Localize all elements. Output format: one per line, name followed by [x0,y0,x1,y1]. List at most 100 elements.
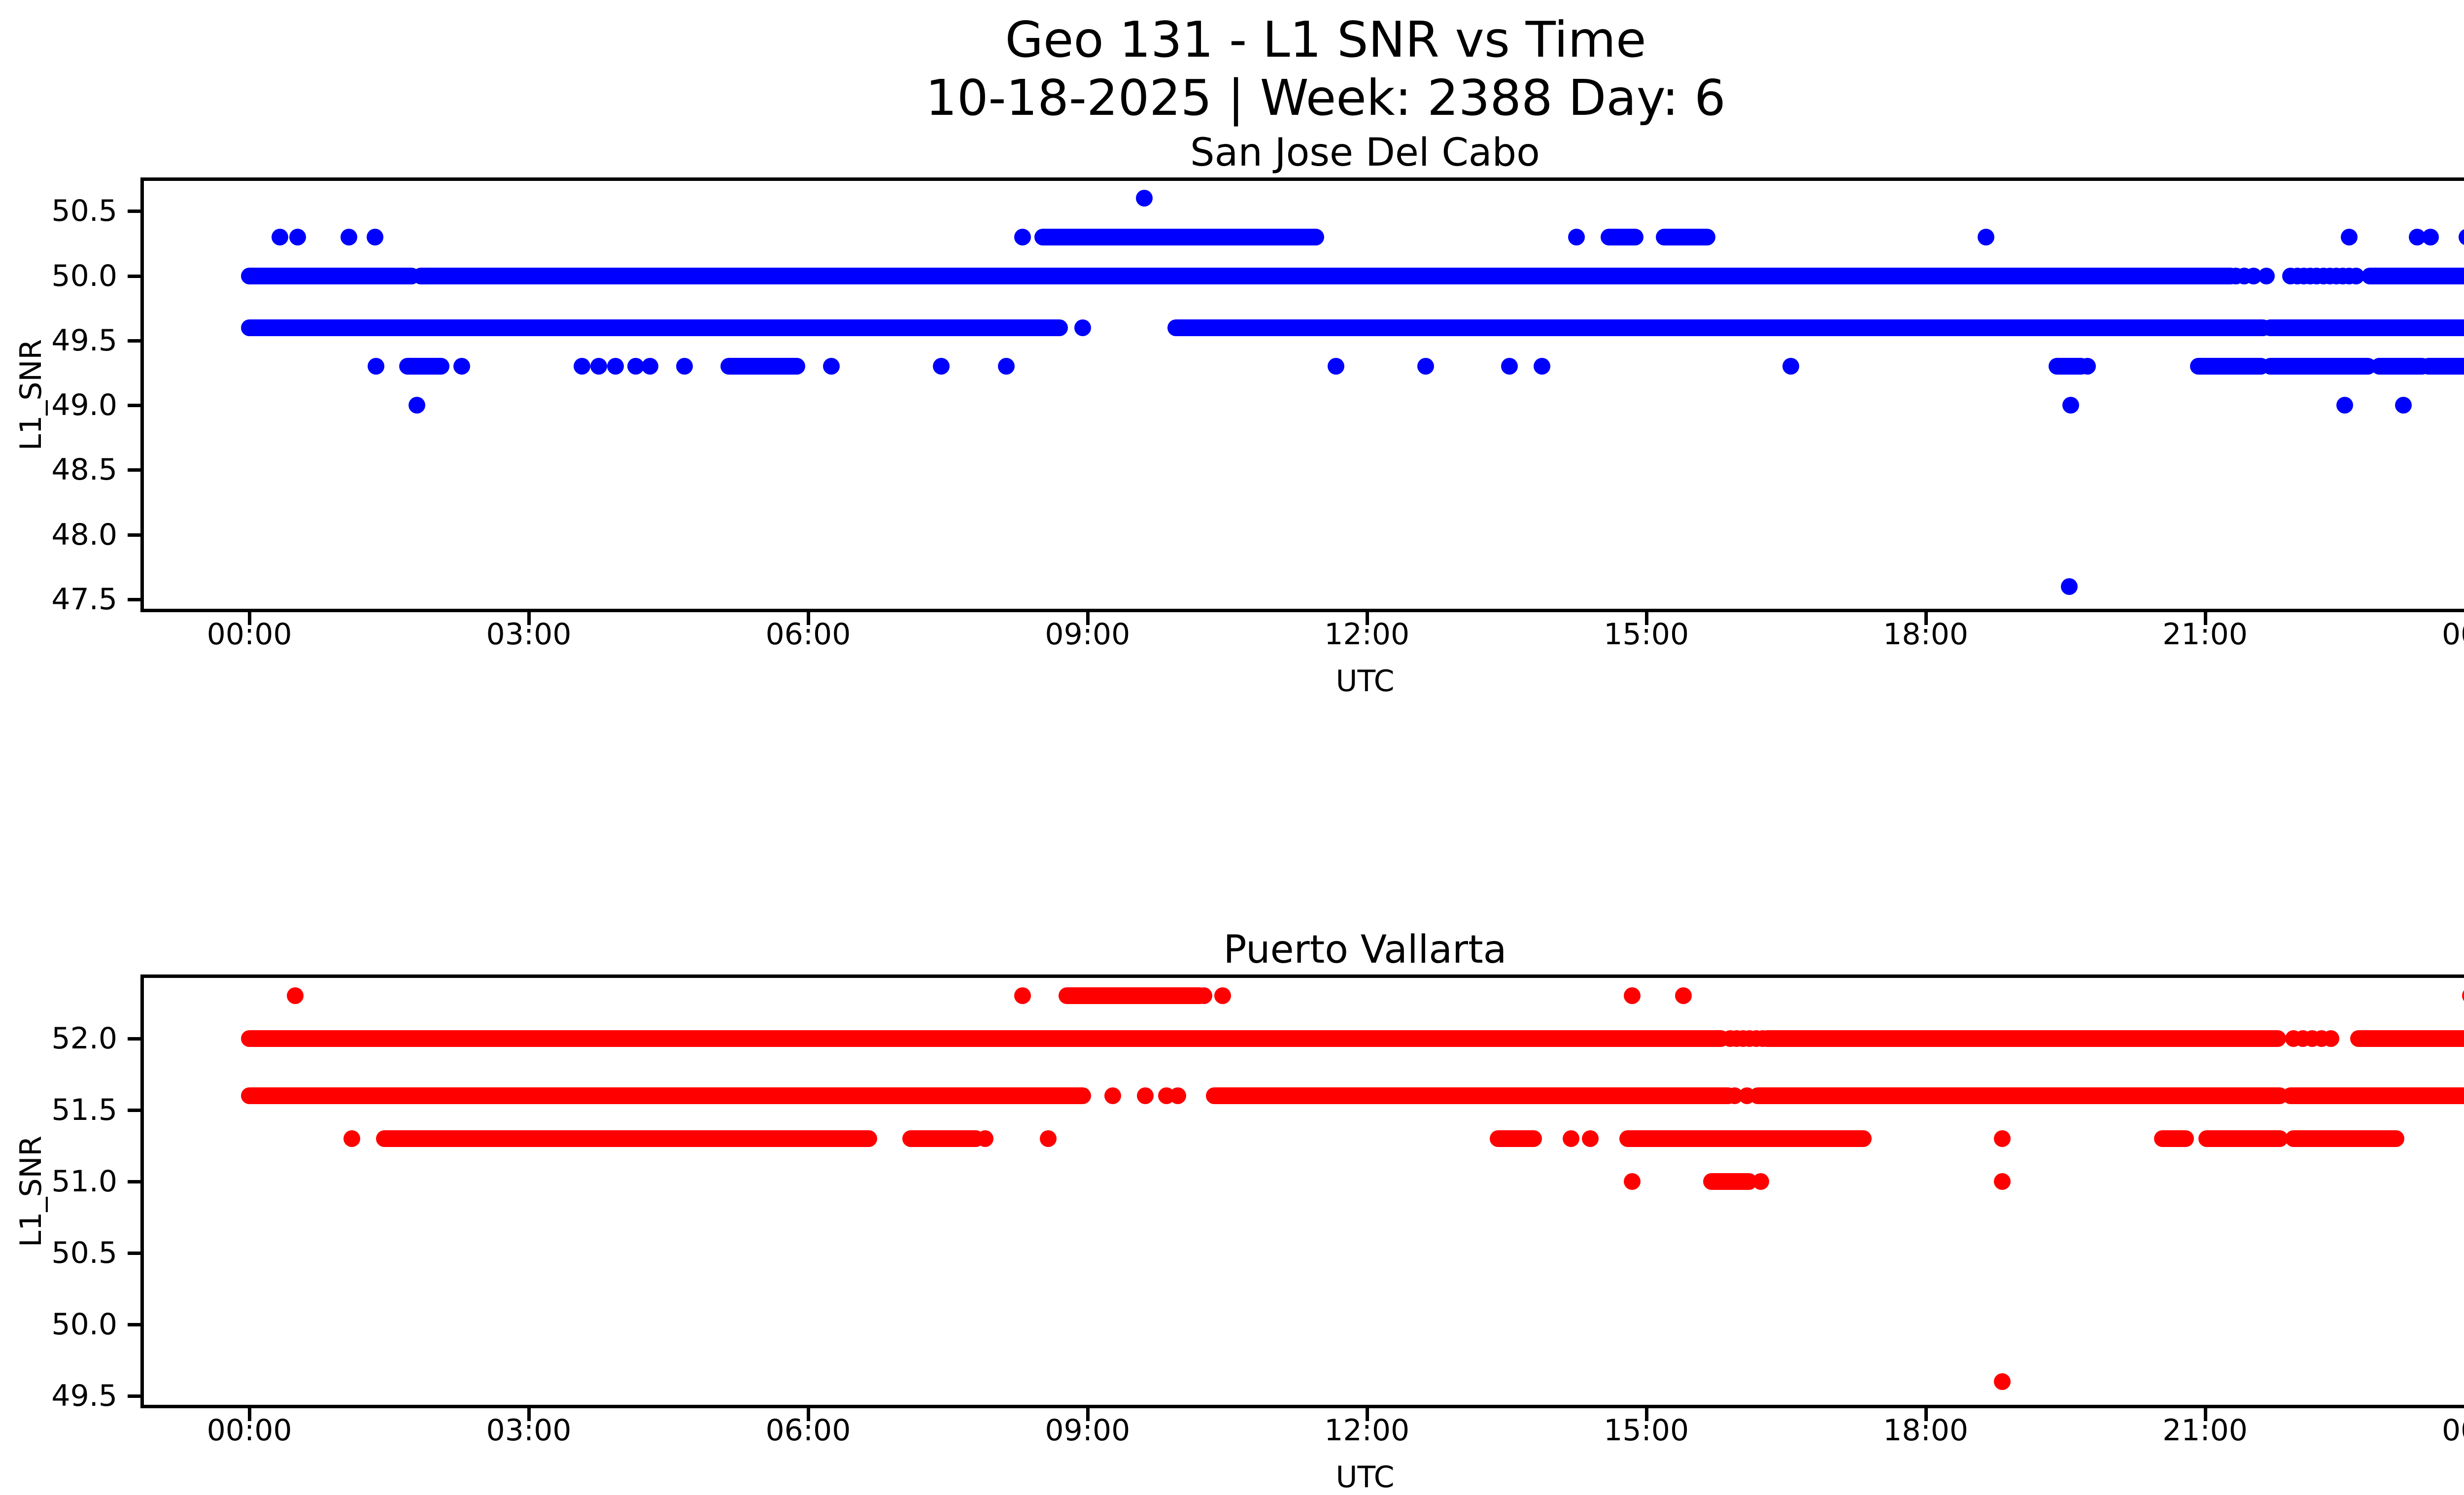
scatter-dot [1417,358,1434,375]
scatter-band [2361,267,2464,284]
scatter-band [1749,1087,2288,1104]
figure-title-line1: Geo 131 - L1 SNR vs Time [1005,11,1646,69]
scatter-band [2154,1130,2194,1147]
scatter-band [2350,1030,2464,1047]
scatter-dot [998,358,1015,375]
x-tick-label: 12:00 [1324,617,1410,652]
scatter-dot [2462,987,2464,1004]
scatter-dot [2258,267,2275,284]
scatter-dot [607,358,624,375]
y-tick-label: 52.0 [51,1021,117,1056]
scatter-band [2261,319,2464,336]
x-tick-label: 03:00 [486,617,572,652]
x-tick-label: 06:00 [765,1413,851,1448]
y-tick-mark [128,1394,140,1398]
x-tick-label: 12:00 [1324,1413,1410,1448]
x-tick-mark [527,612,531,625]
scatter-dot [1214,987,1231,1004]
x-tick-mark [1644,612,1648,625]
scatter-dot [2060,578,2078,595]
scatter-dot [1738,1087,1755,1104]
x-tick-mark [1924,1408,1928,1421]
scatter-band [1167,319,2271,336]
scatter-dot [2079,358,2096,375]
y-tick-mark [128,1108,140,1112]
scatter-band [241,267,420,284]
y-tick-label: 49.5 [51,323,117,358]
scatter-dot [1562,1130,1579,1147]
scatter-dot [368,358,385,375]
scatter-dot [272,228,289,245]
x-tick-label: 15:00 [1604,617,1689,652]
x-tick-label: 18:00 [1883,1413,1969,1448]
y-tick-label: 48.0 [51,517,117,552]
scatter-band [1601,228,1644,245]
x-tick-label: 00:00 [206,1413,292,1448]
scatter-band [720,358,806,375]
y-tick-mark [128,1252,140,1255]
x-tick-label: 09:00 [1045,1413,1130,1448]
scatter-band [241,1030,1729,1047]
scatter-band [1490,1130,1542,1147]
scatter-band [1759,1030,2286,1047]
scatter-dot [2336,397,2353,414]
x-tick-label: 00:00 [2441,617,2464,652]
y-tick-mark [128,1037,140,1041]
y-tick-label: 50.0 [51,1307,117,1342]
y-tick-label: 47.5 [51,582,117,617]
scatter-dot [286,987,304,1004]
scatter-band [2420,358,2464,375]
y-tick-mark [128,533,140,537]
scatter-dot [1534,358,1551,375]
y-tick-label: 51.0 [51,1164,117,1199]
scatter-dot [453,358,470,375]
y-tick-mark [128,1323,140,1327]
x-tick-mark [1365,1408,1369,1421]
y-tick-label: 50.5 [51,1236,117,1270]
figure-title-line2: 10-18-2025 | Week: 2388 Day: 6 [925,69,1726,127]
scatter-band [2198,1130,2288,1147]
scatter-dot [1582,1130,1599,1147]
y-tick-mark [128,274,140,278]
scatter-dot [1501,358,1518,375]
y-tick-label: 48.5 [51,452,117,487]
axes-box [140,177,2464,612]
y-tick-label: 50.0 [51,258,117,293]
scatter-dot [289,228,307,245]
scatter-dot [1993,1130,2011,1147]
scatter-dot [2341,228,2358,245]
y-tick-mark [128,468,140,472]
scatter-dot [1040,1130,1057,1147]
scatter-dot [1752,1173,1770,1190]
y-tick-label: 50.5 [51,194,117,229]
scatter-dot [343,1130,360,1147]
scatter-dot [627,358,645,375]
scatter-dot [933,358,950,375]
scatter-band [1034,228,1324,245]
scatter-dot [1782,358,1799,375]
subplot-title: San Jose Del Cabo [1190,131,1540,175]
scatter-dot [823,358,840,375]
scatter-dot [2347,267,2364,284]
x-tick-mark [2203,612,2207,625]
scatter-dot [341,228,358,245]
x-tick-label: 21:00 [2162,617,2248,652]
scatter-dot [1014,987,1031,1004]
scatter-dot [2458,228,2464,245]
x-tick-label: 18:00 [1883,617,1969,652]
axes-box [140,974,2464,1408]
scatter-band [902,1130,985,1147]
scatter-dot [2395,397,2412,414]
scatter-dot [1675,987,1692,1004]
scatter-dot [1624,987,1641,1004]
scatter-band [1703,1173,1757,1190]
scatter-dot [1754,1030,1771,1047]
scatter-band [2190,358,2269,375]
scatter-band [1619,1130,1872,1147]
scatter-dot [976,1130,993,1147]
x-tick-mark [248,1408,252,1421]
scatter-dot [1104,1087,1121,1104]
scatter-dot [1137,1087,1154,1104]
scatter-dot [2422,228,2439,245]
x-tick-mark [1086,1408,1090,1421]
